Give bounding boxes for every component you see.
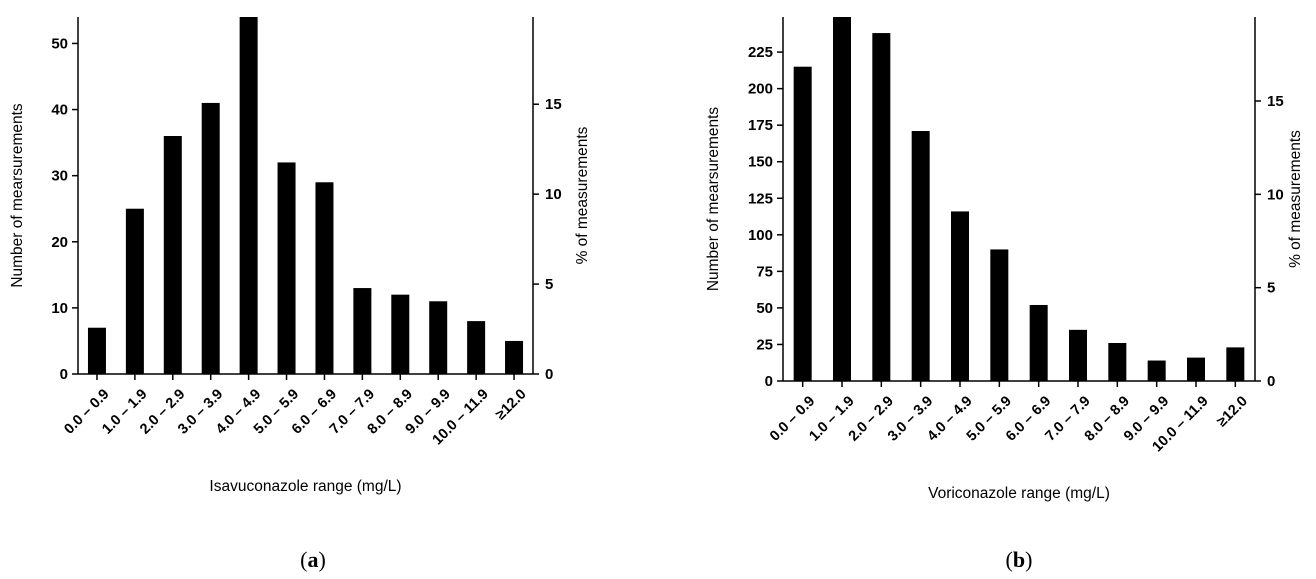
bar — [1147, 360, 1166, 381]
bar — [1029, 304, 1048, 381]
bar — [315, 182, 334, 374]
y-tick-label: 10 — [51, 300, 68, 317]
y2-tick-label: 0 — [545, 366, 553, 383]
bar — [125, 208, 144, 374]
y2-tick-label: 10 — [545, 186, 562, 203]
bar — [872, 33, 891, 381]
panel-tag-b: (b) — [1006, 547, 1033, 572]
bar — [353, 288, 372, 374]
y-tick-label: 30 — [51, 168, 68, 185]
y-tick-label: 0 — [765, 373, 773, 390]
chart-panel-a: 0 10 20 30 40 50 0 5 10 15 0.0 – 0.91.0 – 1.92.0… — [9, 17, 591, 572]
y2-axis-label: % of measurements — [574, 126, 591, 264]
y-ticks-group: 0 10 20 30 40 50 — [51, 35, 78, 383]
bar — [429, 301, 448, 374]
bar — [239, 17, 258, 374]
bar — [391, 294, 410, 374]
y2-tick-label: 0 — [1267, 373, 1275, 390]
y-tick-label: 125 — [748, 190, 773, 207]
bar — [201, 102, 220, 374]
bar — [467, 321, 486, 374]
bar — [505, 340, 524, 374]
y-tick-label: 50 — [51, 35, 68, 52]
x-tick-label: ≥12.0 — [493, 386, 530, 423]
bars-group — [793, 17, 1245, 381]
y-tick-label: 20 — [51, 234, 68, 251]
y-axis-label: Number of mearsurements — [9, 103, 26, 288]
panel-tag-a: (a) — [300, 547, 326, 572]
y2-tick-label: 15 — [1267, 93, 1284, 110]
x-axis-label: Voriconazole range (mg/L) — [928, 485, 1110, 502]
y2-ticks-group: 0 5 10 15 — [1255, 93, 1284, 390]
y-tick-label: 25 — [756, 336, 773, 353]
y-tick-label: 40 — [51, 102, 68, 119]
x-axis-label: Isavuconazole range (mg/L) — [209, 478, 401, 495]
y-ticks-group: 0 25 50 75 100 125 150 175 200 225 — [748, 44, 783, 390]
bar — [163, 136, 182, 374]
y-tick-label: 150 — [748, 154, 773, 171]
bar — [277, 162, 296, 374]
bar — [1226, 347, 1245, 381]
bar — [87, 327, 106, 374]
y-tick-label: 75 — [756, 263, 773, 280]
panel-letter-a: a — [308, 547, 319, 572]
axes-group — [77, 17, 534, 375]
y2-ticks-group: 0 5 10 15 — [533, 96, 562, 383]
y-tick-label: 0 — [60, 366, 68, 383]
bar — [951, 211, 969, 381]
y-tick-label: 225 — [748, 44, 773, 61]
y-tick-label: 100 — [748, 227, 773, 244]
bar — [911, 131, 930, 381]
y-tick-label: 175 — [748, 117, 773, 134]
y-axis-label: Number of mearsurements — [705, 107, 722, 292]
axes-group — [782, 17, 1256, 382]
y-tick-label: 200 — [748, 81, 773, 98]
y2-axis-label: % of measurements — [1287, 130, 1304, 268]
y-tick-label: 50 — [756, 300, 773, 317]
bars-group — [87, 17, 524, 374]
x-ticks-group: 0.0 – 0.91.0 – 1.92.0 – 2.93.0 – 3.94.0 … — [767, 381, 1251, 455]
bar — [990, 249, 1009, 381]
chart-panel-b: 0 25 50 75 100 125 150 175 200 225 0 5 10 15 0.0 – 0… — [705, 17, 1304, 572]
x-tick-label: ≥12.0 — [1214, 393, 1251, 430]
bar — [1069, 329, 1087, 381]
bar — [1187, 357, 1205, 381]
y2-tick-label: 5 — [1267, 280, 1275, 297]
bar — [833, 17, 851, 381]
panel-letter-b: b — [1013, 547, 1025, 572]
bar — [1108, 342, 1127, 381]
bar — [793, 66, 812, 381]
y2-tick-label: 10 — [1267, 186, 1284, 203]
y2-tick-label: 5 — [545, 276, 553, 293]
x-ticks-group: 0.0 – 0.91.0 – 1.92.0 – 2.93.0 – 3.94.0 … — [61, 374, 530, 448]
y2-tick-label: 15 — [545, 96, 562, 113]
